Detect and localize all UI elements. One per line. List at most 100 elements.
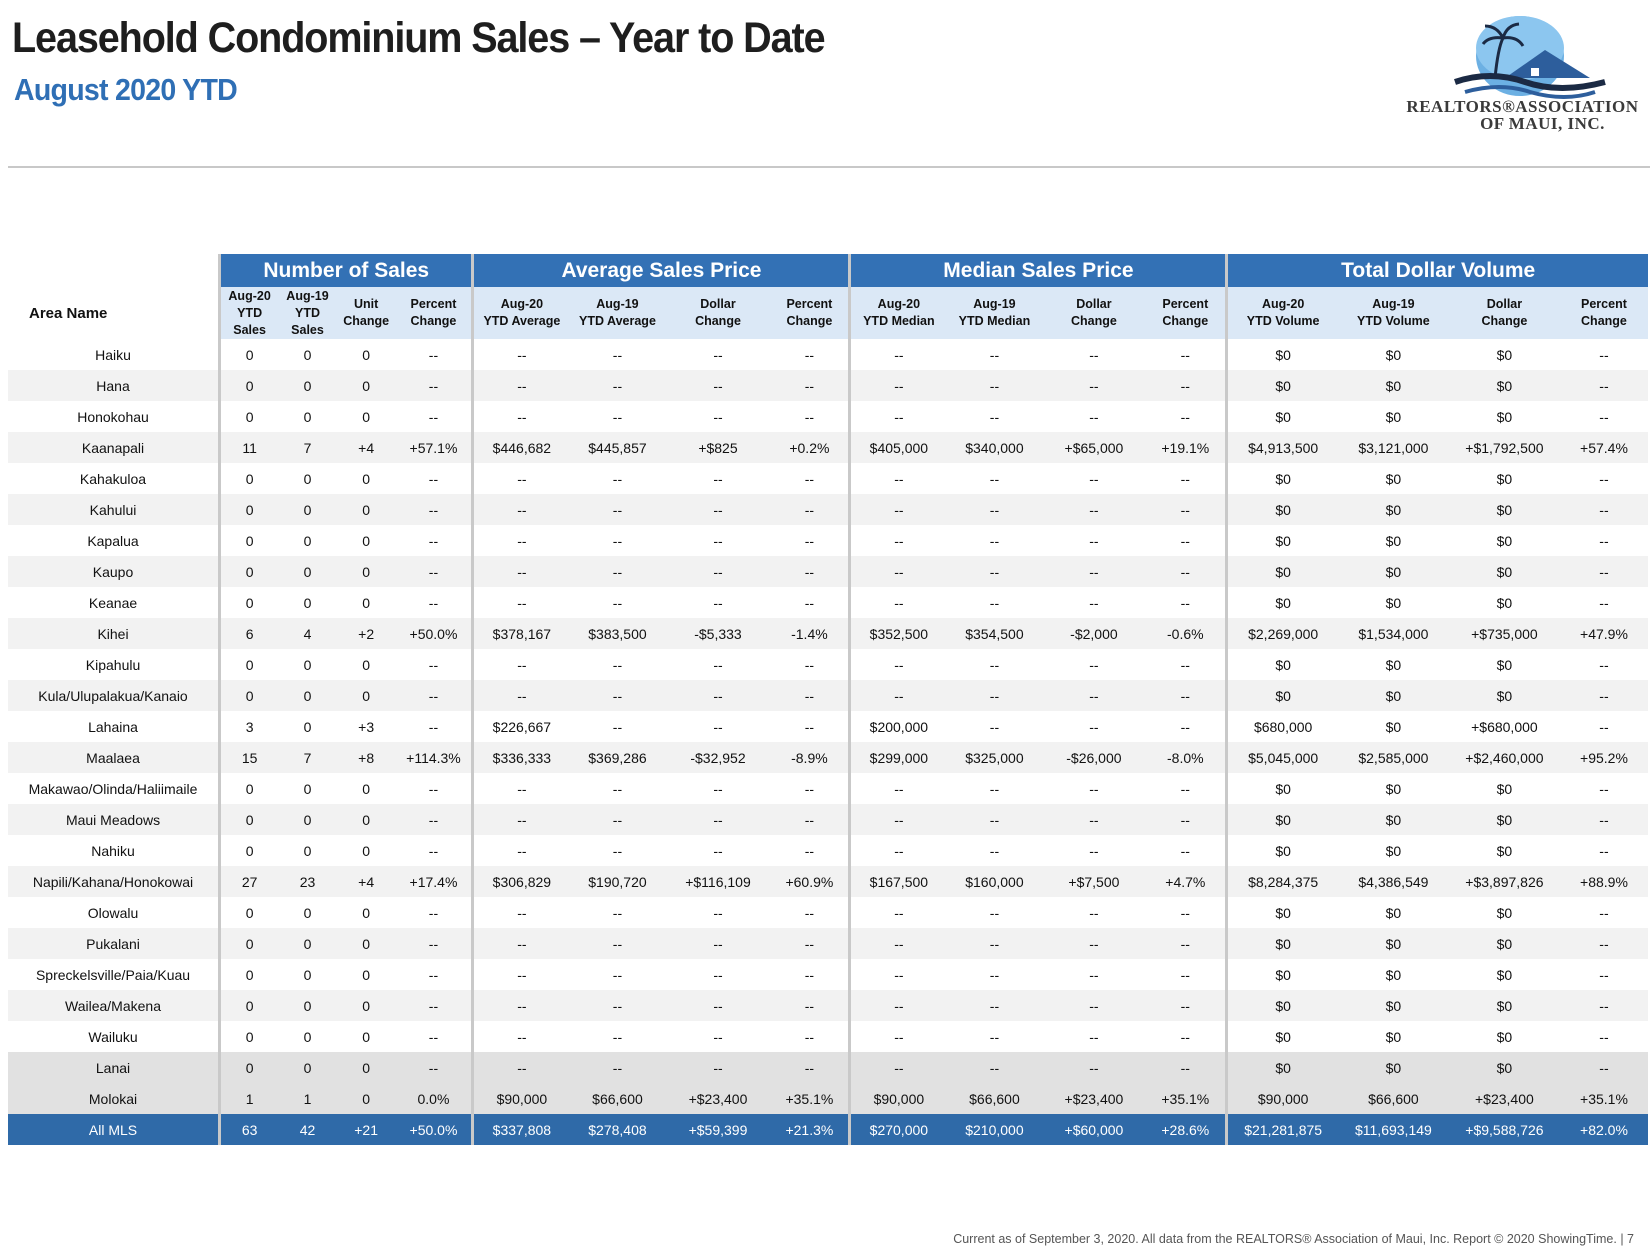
value-cell: -- xyxy=(946,556,1043,587)
value-cell: -- xyxy=(471,990,570,1021)
value-cell: $278,408 xyxy=(569,1114,666,1145)
value-cell: -- xyxy=(471,1021,570,1052)
table-row: Spreckelsville/Paia/Kuau 0 0 0 -- -- -- -- -- -- -… xyxy=(8,959,1648,990)
group-median-sales-price: Median Sales Price xyxy=(848,254,1227,287)
sales-table: Number of Sales Average Sales Price Medi… xyxy=(8,254,1648,1145)
value-cell: +$825 xyxy=(665,432,771,463)
value-cell: 0 xyxy=(218,525,279,556)
value-cell: 11 xyxy=(218,432,279,463)
value-cell: 0 xyxy=(362,780,371,797)
value-cell: 0 xyxy=(336,1083,396,1114)
value-cell: $210,000 xyxy=(946,1114,1043,1145)
value-cell: -- xyxy=(804,594,815,611)
value-cell: $66,600 xyxy=(1337,1083,1449,1114)
value-cell: 0 xyxy=(278,370,337,401)
value-cell: -- xyxy=(848,649,947,680)
value-cell: -- xyxy=(848,587,947,618)
value-cell: $680,000 xyxy=(1225,711,1338,742)
table-row: Kapalua 0 0 0 -- -- -- -- -- -- -- -- -- $0 $0 $0 -- xyxy=(8,525,1648,556)
value-cell: -- xyxy=(713,842,723,859)
value-cell: $0 xyxy=(1385,470,1402,487)
value-cell: -- xyxy=(989,656,1000,673)
value-cell: $270,000 xyxy=(848,1114,947,1145)
value-cell: -- xyxy=(713,470,723,487)
value-cell: -- xyxy=(569,990,666,1021)
value-cell: -- xyxy=(946,680,1043,711)
value-cell: -- xyxy=(1180,408,1190,425)
value-cell: -- xyxy=(395,680,473,711)
value-cell: -- xyxy=(1180,904,1190,921)
value-cell: -- xyxy=(713,966,723,983)
table-row: Kahului 0 0 0 -- -- -- -- -- -- -- -- -- $0 $0 $0 -- xyxy=(8,494,1648,525)
value-cell: -- xyxy=(1180,842,1190,859)
area-name-cell: Kaanapali xyxy=(8,432,220,463)
value-cell: -- xyxy=(569,804,666,835)
value-cell: -- xyxy=(1089,1028,1099,1045)
value-cell: $0 xyxy=(1496,780,1513,797)
table-row: Haiku 0 0 0 -- -- -- -- -- -- -- -- -- $0 $0 $0 -- xyxy=(8,339,1648,370)
value-cell: +2 xyxy=(336,618,396,649)
value-cell: 0 xyxy=(362,594,371,611)
value-cell: -- xyxy=(1089,532,1099,549)
value-cell: -- xyxy=(804,718,815,735)
value-cell: $2,585,000 xyxy=(1337,742,1449,773)
value-cell: 0 xyxy=(278,556,337,587)
value-cell: 0 xyxy=(336,990,396,1021)
value-cell: $0 xyxy=(1225,835,1338,866)
value-cell: 1 xyxy=(278,1083,337,1114)
value-cell: 0 xyxy=(303,904,312,921)
value-cell: 0 xyxy=(218,1021,279,1052)
area-name-cell: Kaupo xyxy=(8,556,220,587)
value-cell: -- xyxy=(713,780,723,797)
value-cell: 23 xyxy=(278,866,337,897)
value-cell: -- xyxy=(471,897,570,928)
value-cell: $0 xyxy=(1385,842,1402,859)
table-row: Maalaea 15 7 +8 +114.3% $336,333 $369,286 -$32,… xyxy=(8,742,1648,773)
value-cell: 0 xyxy=(218,463,279,494)
value-cell: $325,000 xyxy=(946,742,1043,773)
column-header-line: Aug-19 xyxy=(973,297,1016,311)
value-cell: -- xyxy=(1180,780,1190,797)
value-cell: $2,269,000 xyxy=(1225,618,1338,649)
value-cell: -- xyxy=(612,718,623,735)
value-cell: -$5,333 xyxy=(665,618,771,649)
value-cell: -- xyxy=(471,370,570,401)
area-name-cell: Spreckelsville/Paia/Kuau xyxy=(35,966,191,983)
column-header-line: Dollar xyxy=(1486,297,1523,311)
value-cell: 0 xyxy=(362,656,371,673)
value-cell: -- xyxy=(713,656,723,673)
value-cell: -- xyxy=(1559,556,1648,587)
value-cell: -- xyxy=(804,470,815,487)
column-header-vol-aug20: Aug-20 YTD Volume xyxy=(1225,287,1338,339)
value-cell: $299,000 xyxy=(848,742,947,773)
value-cell: $0 xyxy=(1225,525,1338,556)
table-row: Molokai 1 1 0 0.0% $90,000 $66,600 +$23,400 +35.… xyxy=(8,1083,1648,1114)
value-cell: 0 xyxy=(218,401,279,432)
value-cell: -- xyxy=(569,680,666,711)
value-cell: $160,000 xyxy=(946,866,1043,897)
value-cell: -- xyxy=(395,1052,473,1083)
value-cell: 0 xyxy=(218,804,279,835)
column-header-line: Change xyxy=(1581,314,1627,328)
value-cell: 0 xyxy=(336,680,396,711)
value-cell: +$65,000 xyxy=(1042,432,1146,463)
value-cell: +$23,400 xyxy=(665,1083,771,1114)
value-cell: +21.3% xyxy=(770,1114,850,1145)
value-cell: -- xyxy=(946,370,1043,401)
column-header-line: Change xyxy=(695,314,741,328)
value-cell: -- xyxy=(1599,718,1609,735)
value-cell: 0 xyxy=(218,370,279,401)
value-cell: 0.0% xyxy=(395,1083,473,1114)
value-cell: -- xyxy=(1599,1028,1609,1045)
value-cell: -- xyxy=(1042,556,1146,587)
value-cell: 0 xyxy=(218,339,279,370)
value-cell: 0 xyxy=(218,835,279,866)
column-header-line: Percent xyxy=(1581,297,1627,311)
value-cell: -- xyxy=(989,966,1000,983)
value-cell: -- xyxy=(665,494,771,525)
value-cell: -- xyxy=(612,966,623,983)
value-cell: 0 xyxy=(336,804,396,835)
value-cell: $0 xyxy=(1496,594,1513,611)
value-cell: -- xyxy=(569,370,666,401)
value-cell: -- xyxy=(848,928,947,959)
